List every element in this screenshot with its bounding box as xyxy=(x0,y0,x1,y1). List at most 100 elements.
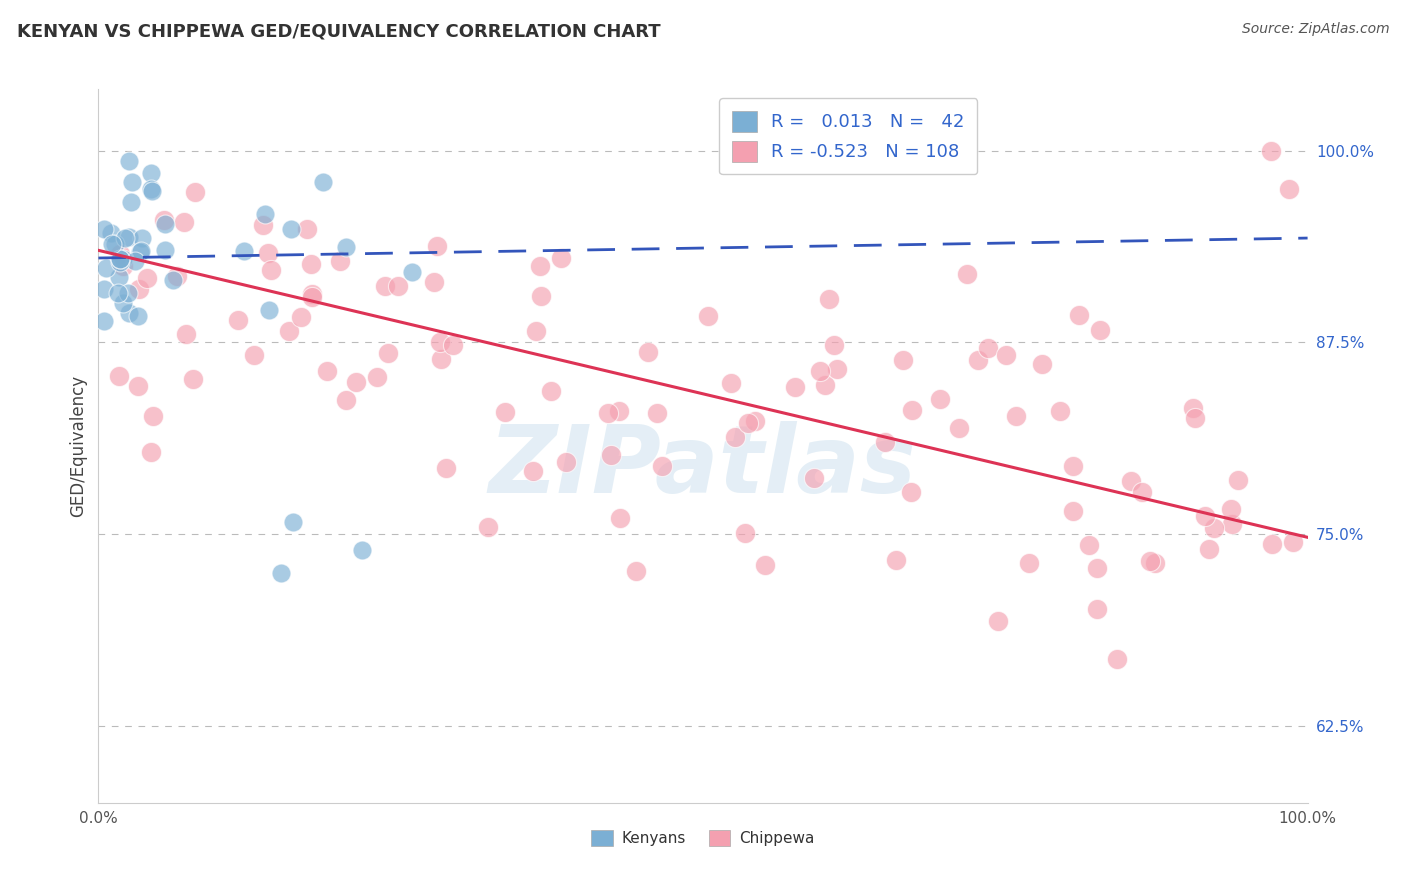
Point xyxy=(825,362,848,376)
Point xyxy=(127,310,149,324)
Point xyxy=(260,263,283,277)
Point xyxy=(139,445,162,459)
Point xyxy=(108,252,131,266)
Point xyxy=(900,403,922,417)
Point xyxy=(651,459,673,474)
Point xyxy=(107,286,129,301)
Point xyxy=(110,247,132,261)
Point xyxy=(344,376,367,390)
Point xyxy=(434,461,457,475)
Point xyxy=(100,227,122,241)
Point xyxy=(737,417,759,431)
Point xyxy=(441,337,464,351)
Point xyxy=(107,269,129,284)
Point xyxy=(128,245,150,260)
Point xyxy=(1062,459,1084,474)
Point xyxy=(724,430,747,444)
Point xyxy=(1182,401,1205,415)
Point xyxy=(127,379,149,393)
Point xyxy=(785,380,807,394)
Point xyxy=(141,182,163,196)
Point xyxy=(162,273,184,287)
Point xyxy=(494,405,516,419)
Point xyxy=(529,260,551,274)
Point xyxy=(609,511,631,525)
Y-axis label: GED/Equivalency: GED/Equivalency xyxy=(69,375,87,517)
Point xyxy=(114,231,136,245)
Point xyxy=(108,252,131,267)
Point xyxy=(129,244,152,258)
Point xyxy=(697,310,720,324)
Point xyxy=(128,282,150,296)
Point xyxy=(401,265,423,279)
Point xyxy=(153,243,176,257)
Point xyxy=(142,409,165,423)
Point xyxy=(1143,556,1166,570)
Point xyxy=(1121,474,1143,488)
Point xyxy=(374,279,396,293)
Point xyxy=(96,261,118,276)
Point xyxy=(1194,509,1216,524)
Point xyxy=(352,542,374,557)
Point xyxy=(987,614,1010,628)
Point xyxy=(153,212,176,227)
Point xyxy=(101,236,124,251)
Point xyxy=(233,244,256,259)
Point xyxy=(124,254,146,268)
Point xyxy=(173,215,195,229)
Point xyxy=(299,257,322,271)
Point xyxy=(429,351,451,366)
Point xyxy=(540,384,562,398)
Point xyxy=(1204,521,1226,535)
Point xyxy=(104,237,127,252)
Point xyxy=(315,364,337,378)
Point xyxy=(290,310,312,324)
Text: Source: ZipAtlas.com: Source: ZipAtlas.com xyxy=(1241,22,1389,37)
Point xyxy=(259,303,281,318)
Point xyxy=(139,166,162,180)
Point xyxy=(607,404,630,418)
Point xyxy=(1067,308,1090,322)
Point xyxy=(329,254,352,268)
Point xyxy=(1049,404,1071,418)
Point xyxy=(181,372,204,386)
Point xyxy=(948,421,970,435)
Point xyxy=(1281,535,1303,549)
Point xyxy=(1088,323,1111,337)
Point xyxy=(312,175,335,189)
Point xyxy=(280,221,302,235)
Point xyxy=(550,251,572,265)
Point xyxy=(281,515,304,529)
Point xyxy=(1005,409,1028,423)
Point xyxy=(1220,517,1243,532)
Point xyxy=(277,324,299,338)
Point xyxy=(366,370,388,384)
Point xyxy=(803,471,825,485)
Point xyxy=(900,484,922,499)
Point xyxy=(118,306,141,320)
Point xyxy=(477,519,499,533)
Point xyxy=(93,222,115,236)
Point xyxy=(995,347,1018,361)
Point xyxy=(295,222,318,236)
Point xyxy=(600,449,623,463)
Point xyxy=(226,313,249,327)
Point xyxy=(637,344,659,359)
Point xyxy=(174,327,197,342)
Legend: Kenyans, Chippewa: Kenyans, Chippewa xyxy=(585,824,821,852)
Text: ZIPatlas: ZIPatlas xyxy=(489,421,917,514)
Point xyxy=(117,230,139,244)
Point xyxy=(884,553,907,567)
Point xyxy=(1062,504,1084,518)
Point xyxy=(966,353,988,368)
Point xyxy=(166,268,188,283)
Point xyxy=(1261,536,1284,550)
Point xyxy=(111,252,134,267)
Point xyxy=(524,324,547,338)
Point xyxy=(1139,554,1161,568)
Point xyxy=(754,558,776,572)
Point xyxy=(253,207,276,221)
Point xyxy=(118,154,141,169)
Point xyxy=(93,314,115,328)
Point xyxy=(814,378,837,392)
